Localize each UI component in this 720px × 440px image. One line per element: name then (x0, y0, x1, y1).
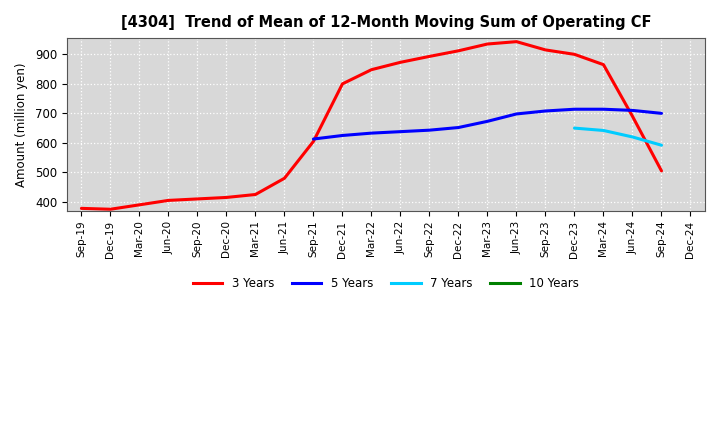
5 Years (512, 111, 521, 117)
3 Years (251, 192, 260, 197)
Line: 5 Years: 5 Years (313, 109, 662, 139)
3 Years (657, 168, 666, 173)
7 Years (570, 125, 579, 131)
5 Years (599, 106, 608, 112)
3 Years (222, 195, 230, 200)
Legend: 3 Years, 5 Years, 7 Years, 10 Years: 3 Years, 5 Years, 7 Years, 10 Years (188, 272, 584, 295)
3 Years (425, 54, 433, 59)
Title: [4304]  Trend of Mean of 12-Month Moving Sum of Operating CF: [4304] Trend of Mean of 12-Month Moving … (121, 15, 651, 30)
5 Years (570, 106, 579, 112)
3 Years (454, 48, 463, 53)
3 Years (77, 206, 86, 211)
7 Years (599, 128, 608, 133)
3 Years (106, 207, 114, 212)
3 Years (396, 60, 405, 65)
3 Years (512, 39, 521, 44)
5 Years (367, 131, 376, 136)
Y-axis label: Amount (million yen): Amount (million yen) (15, 62, 28, 187)
5 Years (396, 129, 405, 134)
3 Years (135, 202, 144, 208)
3 Years (483, 41, 492, 47)
3 Years (541, 47, 550, 52)
5 Years (628, 108, 636, 113)
5 Years (309, 136, 318, 142)
7 Years (628, 134, 636, 139)
3 Years (599, 62, 608, 67)
3 Years (280, 176, 289, 181)
3 Years (338, 81, 347, 87)
5 Years (541, 108, 550, 114)
5 Years (483, 119, 492, 124)
Line: 7 Years: 7 Years (575, 128, 662, 145)
3 Years (193, 196, 202, 202)
3 Years (164, 198, 173, 203)
3 Years (309, 139, 318, 144)
Line: 3 Years: 3 Years (81, 42, 662, 209)
7 Years (657, 143, 666, 148)
5 Years (425, 128, 433, 133)
5 Years (338, 133, 347, 138)
3 Years (570, 51, 579, 57)
3 Years (628, 114, 636, 119)
5 Years (454, 125, 463, 130)
5 Years (657, 111, 666, 116)
3 Years (367, 67, 376, 72)
